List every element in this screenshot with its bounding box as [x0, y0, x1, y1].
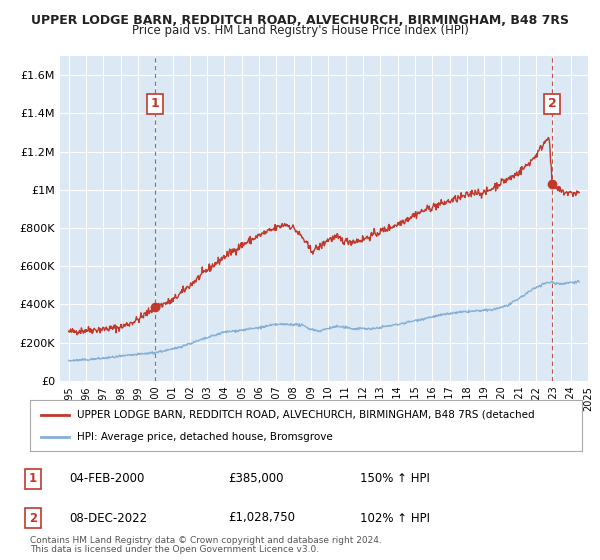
Text: This data is licensed under the Open Government Licence v3.0.: This data is licensed under the Open Gov…	[30, 545, 319, 554]
Text: UPPER LODGE BARN, REDDITCH ROAD, ALVECHURCH, BIRMINGHAM, B48 7RS (detached: UPPER LODGE BARN, REDDITCH ROAD, ALVECHU…	[77, 409, 535, 419]
Text: 150% ↑ HPI: 150% ↑ HPI	[360, 472, 430, 486]
Text: HPI: Average price, detached house, Bromsgrove: HPI: Average price, detached house, Brom…	[77, 432, 332, 442]
Text: 1: 1	[29, 472, 37, 486]
Text: 04-FEB-2000: 04-FEB-2000	[69, 472, 145, 486]
Text: 2: 2	[29, 511, 37, 525]
Text: 1: 1	[151, 97, 160, 110]
Text: £385,000: £385,000	[228, 472, 284, 486]
Text: Price paid vs. HM Land Registry's House Price Index (HPI): Price paid vs. HM Land Registry's House …	[131, 24, 469, 37]
Text: £1,028,750: £1,028,750	[228, 511, 295, 525]
Text: Contains HM Land Registry data © Crown copyright and database right 2024.: Contains HM Land Registry data © Crown c…	[30, 536, 382, 545]
Text: 08-DEC-2022: 08-DEC-2022	[69, 511, 147, 525]
Text: 102% ↑ HPI: 102% ↑ HPI	[360, 511, 430, 525]
Text: 2: 2	[548, 97, 556, 110]
Text: UPPER LODGE BARN, REDDITCH ROAD, ALVECHURCH, BIRMINGHAM, B48 7RS: UPPER LODGE BARN, REDDITCH ROAD, ALVECHU…	[31, 14, 569, 27]
